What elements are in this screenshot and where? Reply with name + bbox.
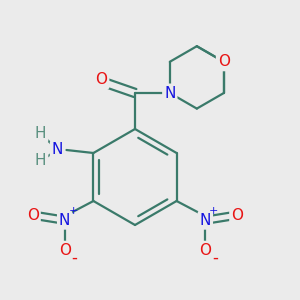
Text: O: O (27, 208, 39, 223)
Text: N: N (59, 213, 70, 228)
Text: +: + (209, 206, 218, 216)
Text: -: - (71, 248, 77, 266)
Text: H: H (35, 153, 46, 168)
Text: H: H (35, 126, 46, 141)
Text: -: - (212, 248, 218, 266)
Text: O: O (218, 54, 230, 69)
Text: O: O (95, 72, 107, 87)
Text: N: N (52, 142, 63, 158)
Text: O: O (200, 243, 211, 258)
Text: O: O (231, 208, 243, 223)
Text: +: + (68, 206, 78, 216)
Text: N: N (200, 213, 211, 228)
Text: N: N (164, 85, 176, 100)
Text: O: O (58, 243, 70, 258)
